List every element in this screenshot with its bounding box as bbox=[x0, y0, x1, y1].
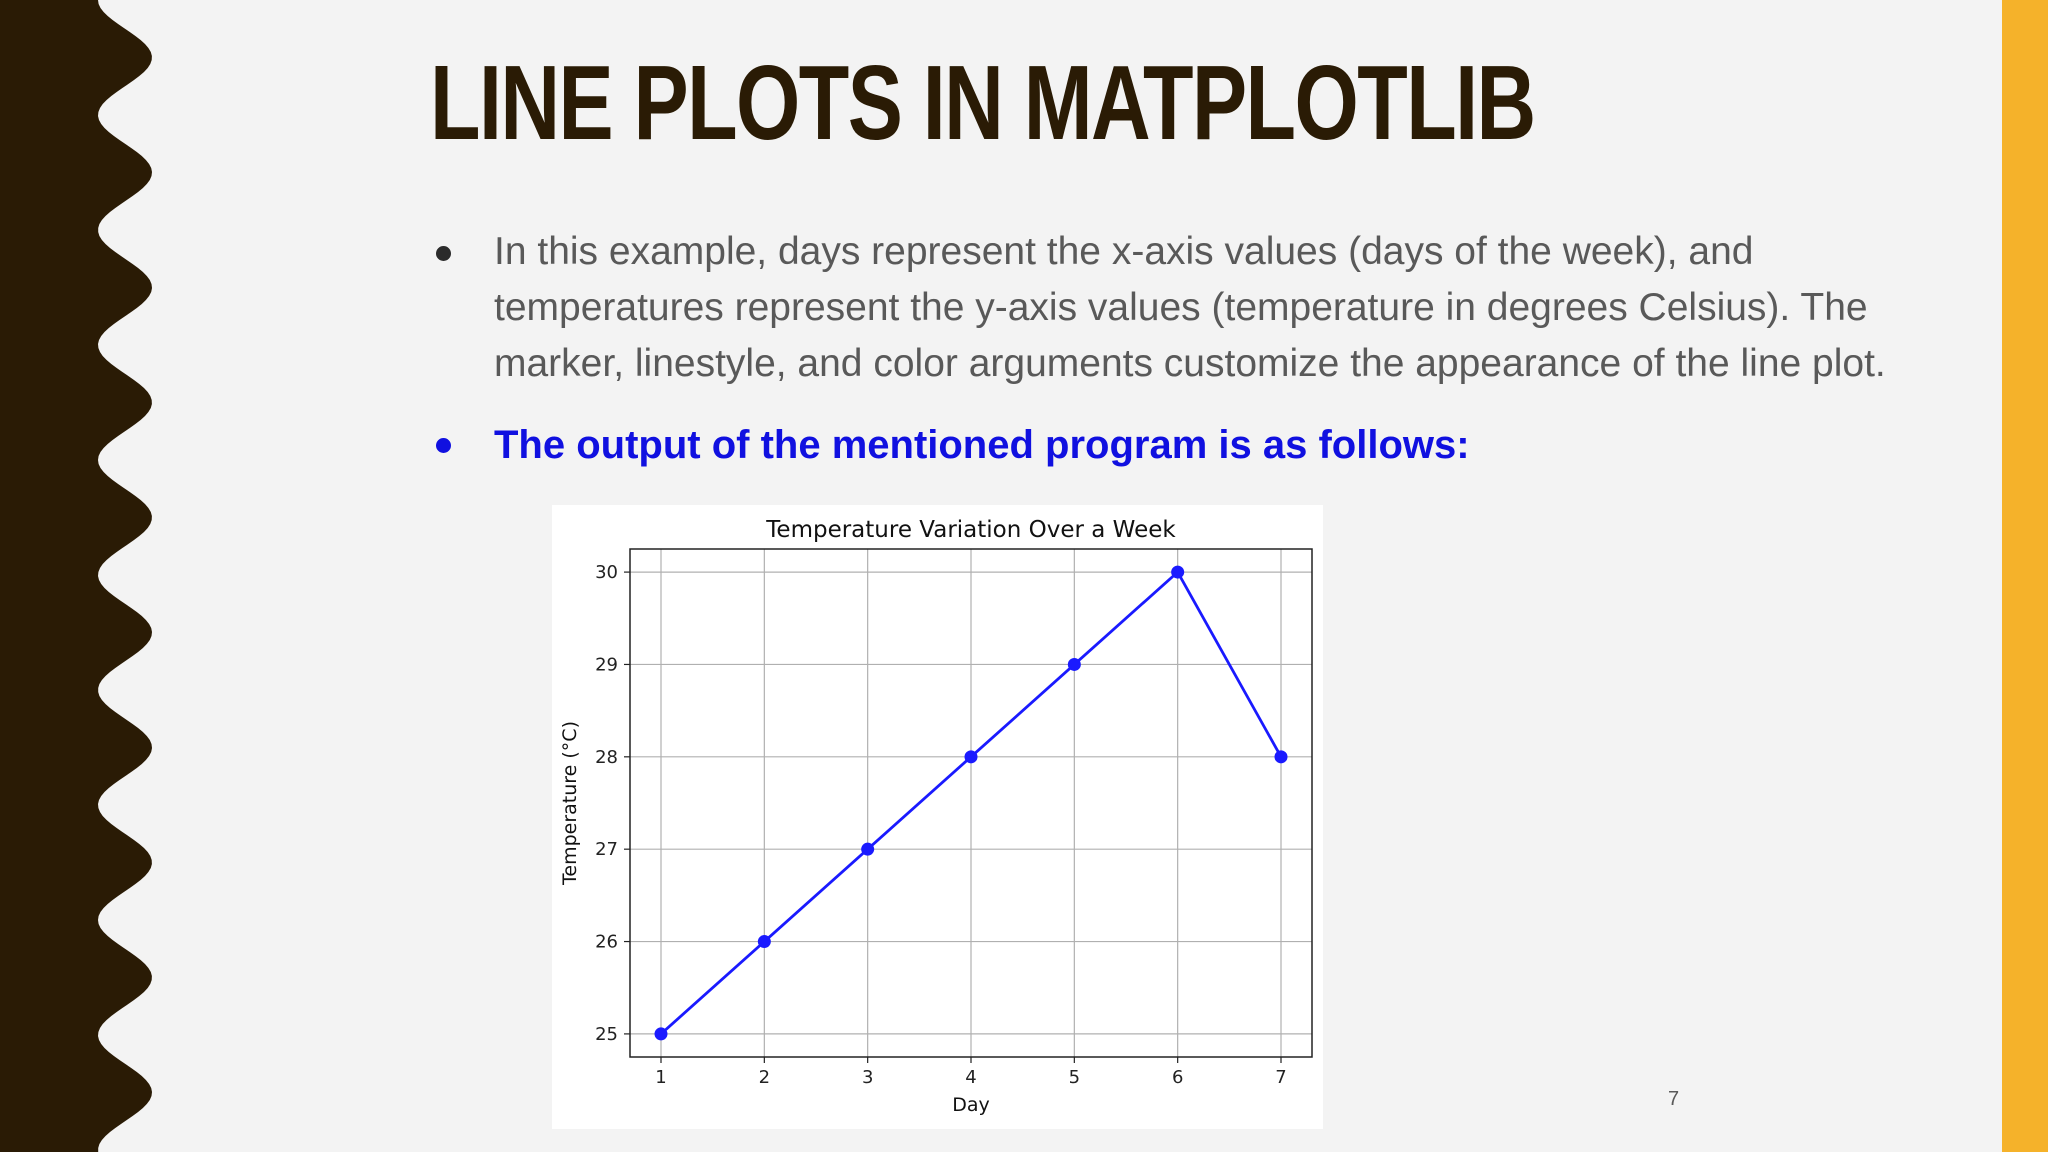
data-point bbox=[1171, 565, 1185, 579]
x-tick-label: 1 bbox=[655, 1067, 666, 1088]
bullet-dot bbox=[436, 438, 451, 453]
bullet-text-highlight: The output of the mentioned program is a… bbox=[494, 423, 1470, 467]
y-tick-label: 29 bbox=[595, 654, 618, 675]
y-tick-label: 26 bbox=[595, 932, 618, 953]
wave-shape bbox=[0, 0, 152, 1152]
data-point bbox=[1067, 657, 1081, 671]
x-tick-label: 7 bbox=[1275, 1067, 1286, 1088]
y-tick-label: 28 bbox=[595, 747, 618, 768]
x-tick-label: 3 bbox=[862, 1067, 873, 1088]
x-axis-label: Day bbox=[952, 1094, 990, 1116]
x-tick-label: 5 bbox=[1069, 1067, 1080, 1088]
accent-bar bbox=[2002, 0, 2048, 1152]
line-chart: 1 2 3 4 5 6 7 25 26 27 28 29 30 Temperature Variation… bbox=[559, 517, 1313, 1116]
y-tick-label: 30 bbox=[595, 562, 618, 583]
y-tick-label: 25 bbox=[595, 1024, 618, 1045]
data-point bbox=[1274, 750, 1288, 764]
data-point bbox=[654, 1027, 668, 1041]
x-tick-label: 4 bbox=[965, 1067, 976, 1088]
data-point bbox=[964, 750, 978, 764]
data-point bbox=[861, 842, 875, 856]
bullet-text: In this example, days represent the x-ax… bbox=[494, 230, 1886, 385]
bullet-dot bbox=[436, 246, 451, 261]
page-number: 7 bbox=[1668, 1088, 1680, 1110]
x-tick-label: 2 bbox=[759, 1067, 770, 1088]
decorative-wave-band bbox=[0, 0, 152, 1152]
data-point bbox=[757, 935, 771, 949]
y-tick-label: 27 bbox=[595, 839, 618, 860]
x-tick-label: 6 bbox=[1172, 1067, 1183, 1088]
chart-title: Temperature Variation Over a Week bbox=[765, 517, 1176, 543]
chart-panel: 1 2 3 4 5 6 7 25 26 27 28 29 30 Temperature Variation… bbox=[552, 505, 1323, 1129]
slide-title: LINE PLOTS IN MATPLOTLIB bbox=[430, 44, 1536, 162]
y-axis-label: Temperature (°C) bbox=[559, 721, 581, 886]
